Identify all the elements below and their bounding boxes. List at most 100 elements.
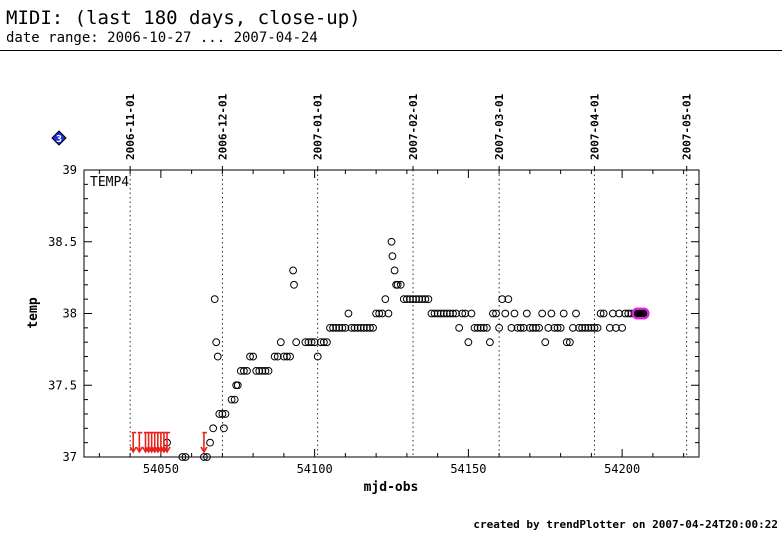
data-point [319, 338, 328, 347]
data-point [359, 323, 368, 332]
date-marker-label: 2007-03-01 [493, 93, 506, 160]
data-point [246, 352, 254, 361]
data-point [489, 309, 497, 318]
data-point [387, 237, 396, 246]
data-point [310, 338, 319, 347]
data-point [587, 323, 596, 332]
axes: 54050 54100 54150 54200 37 37.5 38 38.5 39 [48, 163, 699, 476]
data-point [206, 438, 214, 447]
data-point [289, 266, 298, 275]
data-point [427, 309, 436, 318]
date-marker-label: 2006-12-01 [216, 93, 229, 160]
data-point [347, 323, 356, 332]
data-point [252, 367, 261, 375]
data-point [390, 266, 399, 275]
data-point [418, 295, 427, 304]
data-point [544, 323, 553, 332]
data-point [261, 367, 270, 375]
data-point [621, 309, 630, 318]
data-point [353, 323, 362, 332]
data-point [344, 309, 353, 318]
page-subtitle: date range: 2006-10-27 ... 2007-04-24 [6, 30, 318, 46]
data-point [464, 338, 473, 347]
data-point [221, 410, 230, 418]
data-point [356, 323, 365, 332]
data-point [513, 323, 522, 332]
data-point [559, 309, 568, 318]
data-point [316, 338, 325, 347]
data-point [519, 323, 528, 332]
data-point [525, 323, 534, 332]
date-markers: 2006-11-01 2006-12-01 2007-01-01 2007-02-01… [124, 93, 694, 170]
arrow-head [129, 446, 137, 454]
date-marker-label: 2007-04-01 [588, 93, 601, 160]
data-point [452, 309, 460, 318]
data-point [510, 309, 519, 318]
data-point [507, 323, 516, 332]
data-point [301, 338, 310, 347]
data-point [276, 338, 285, 347]
data-point [442, 309, 451, 318]
data-point [264, 367, 273, 375]
data-point [292, 338, 301, 347]
data-point [501, 309, 510, 318]
arrow-head [163, 446, 171, 454]
data-point [486, 338, 494, 347]
data-point [332, 323, 341, 332]
data-point [584, 323, 593, 332]
data-point [236, 367, 245, 375]
date-marker-label: 2006-11-01 [124, 93, 137, 160]
data-point [581, 323, 590, 332]
data-point [473, 323, 482, 332]
data-point [572, 309, 580, 318]
data-point [375, 309, 384, 318]
data-point [218, 410, 227, 418]
data-point [553, 323, 562, 332]
data-point [424, 295, 433, 304]
data-point [215, 410, 224, 418]
data-point [476, 323, 485, 332]
data-point [409, 295, 417, 304]
panel-label: TEMP4 [90, 175, 129, 190]
badge-3-icon[interactable]: 3 [51, 130, 67, 146]
data-point [200, 453, 208, 461]
x-tick-label: 54050 [143, 462, 179, 476]
y-tick-label: 38 [63, 307, 77, 321]
title-divider [0, 50, 782, 51]
data-point [430, 309, 439, 318]
data-point [393, 280, 402, 289]
data-point [335, 323, 344, 332]
data-point [412, 295, 421, 304]
data-point [255, 367, 264, 375]
data-point [372, 309, 381, 318]
data-point [458, 309, 467, 318]
data-point [590, 323, 599, 332]
latest-points-highlight [631, 307, 650, 320]
data-point [323, 338, 331, 347]
data-point [569, 323, 577, 332]
data-point [279, 352, 288, 361]
data-point [449, 309, 457, 318]
data-point [290, 280, 298, 289]
arrow-head [135, 446, 144, 454]
data-point [406, 295, 414, 304]
data-point [615, 309, 623, 318]
data-point [446, 309, 454, 318]
data-point [350, 323, 359, 332]
data-point [388, 252, 397, 261]
data-point [227, 395, 236, 404]
data-point [562, 338, 571, 347]
x-tick-label: 54200 [604, 462, 640, 476]
data-point [329, 323, 337, 332]
y-tick-label: 37.5 [48, 378, 77, 392]
data-point [341, 323, 350, 332]
data-point [565, 338, 574, 347]
data-point [578, 323, 587, 332]
data-point [369, 323, 377, 332]
data-point [455, 323, 464, 332]
data-point [326, 323, 334, 332]
data-point [232, 381, 241, 390]
data-point [363, 323, 371, 332]
data-point [230, 395, 239, 404]
